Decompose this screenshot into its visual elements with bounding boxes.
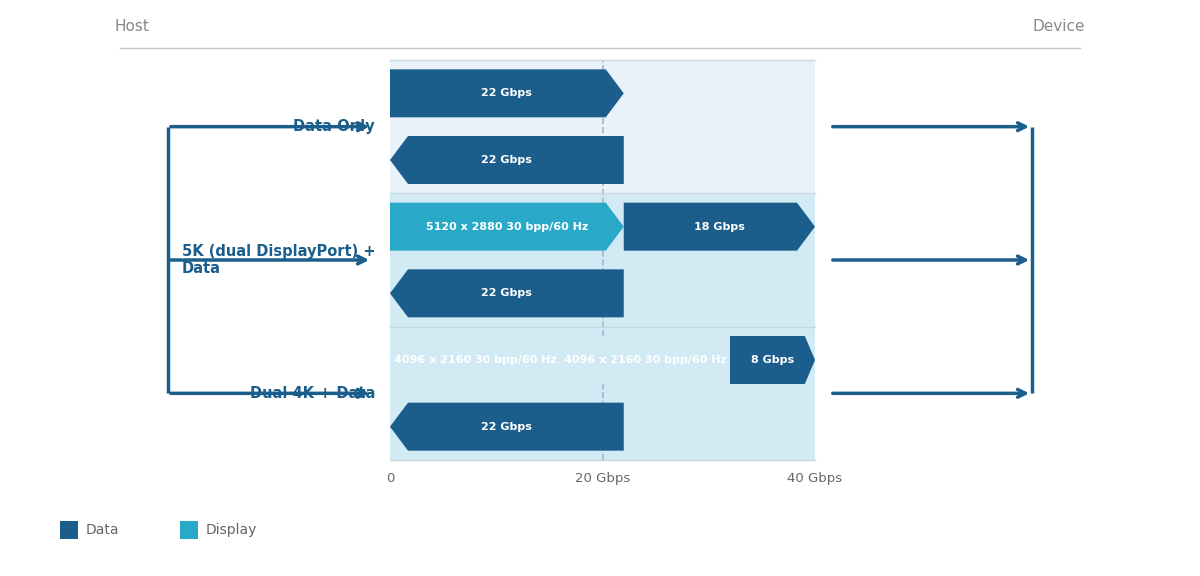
Text: 22 Gbps: 22 Gbps: [481, 88, 533, 98]
Text: 22 Gbps: 22 Gbps: [481, 289, 533, 298]
Text: 5K (dual DisplayPort) +
Data: 5K (dual DisplayPort) + Data: [181, 244, 374, 276]
Polygon shape: [390, 403, 624, 450]
Text: Host: Host: [115, 19, 150, 34]
Text: 40 Gbps: 40 Gbps: [787, 472, 842, 485]
Bar: [390, 194, 815, 327]
Text: 8 Gbps: 8 Gbps: [751, 355, 794, 365]
Bar: [180, 521, 198, 539]
Polygon shape: [730, 336, 815, 384]
Text: Display: Display: [206, 523, 257, 537]
Text: Dual 4K + Data: Dual 4K + Data: [250, 386, 374, 401]
Text: 18 Gbps: 18 Gbps: [694, 222, 745, 232]
Polygon shape: [390, 203, 624, 251]
Polygon shape: [624, 203, 815, 251]
Text: Data: Data: [86, 523, 120, 537]
Bar: [390, 327, 815, 460]
Polygon shape: [560, 336, 730, 384]
Polygon shape: [390, 69, 624, 118]
Text: 22 Gbps: 22 Gbps: [481, 155, 533, 165]
Polygon shape: [390, 270, 624, 317]
Text: 0: 0: [386, 472, 394, 485]
Text: 5120 x 2880 30 bpp/60 Hz: 5120 x 2880 30 bpp/60 Hz: [426, 222, 588, 232]
Polygon shape: [390, 136, 624, 184]
Text: 4096 x 2160 30 bpp/60 Hz: 4096 x 2160 30 bpp/60 Hz: [394, 355, 557, 365]
Text: 20 Gbps: 20 Gbps: [575, 472, 630, 485]
Bar: [60, 521, 78, 539]
Text: Data Only: Data Only: [293, 119, 374, 134]
Text: 4096 x 2160 30 bpp/60 Hz: 4096 x 2160 30 bpp/60 Hz: [564, 355, 726, 365]
Bar: [390, 60, 815, 194]
Polygon shape: [390, 336, 560, 384]
Text: 22 Gbps: 22 Gbps: [481, 422, 533, 431]
Text: Device: Device: [1032, 19, 1085, 34]
